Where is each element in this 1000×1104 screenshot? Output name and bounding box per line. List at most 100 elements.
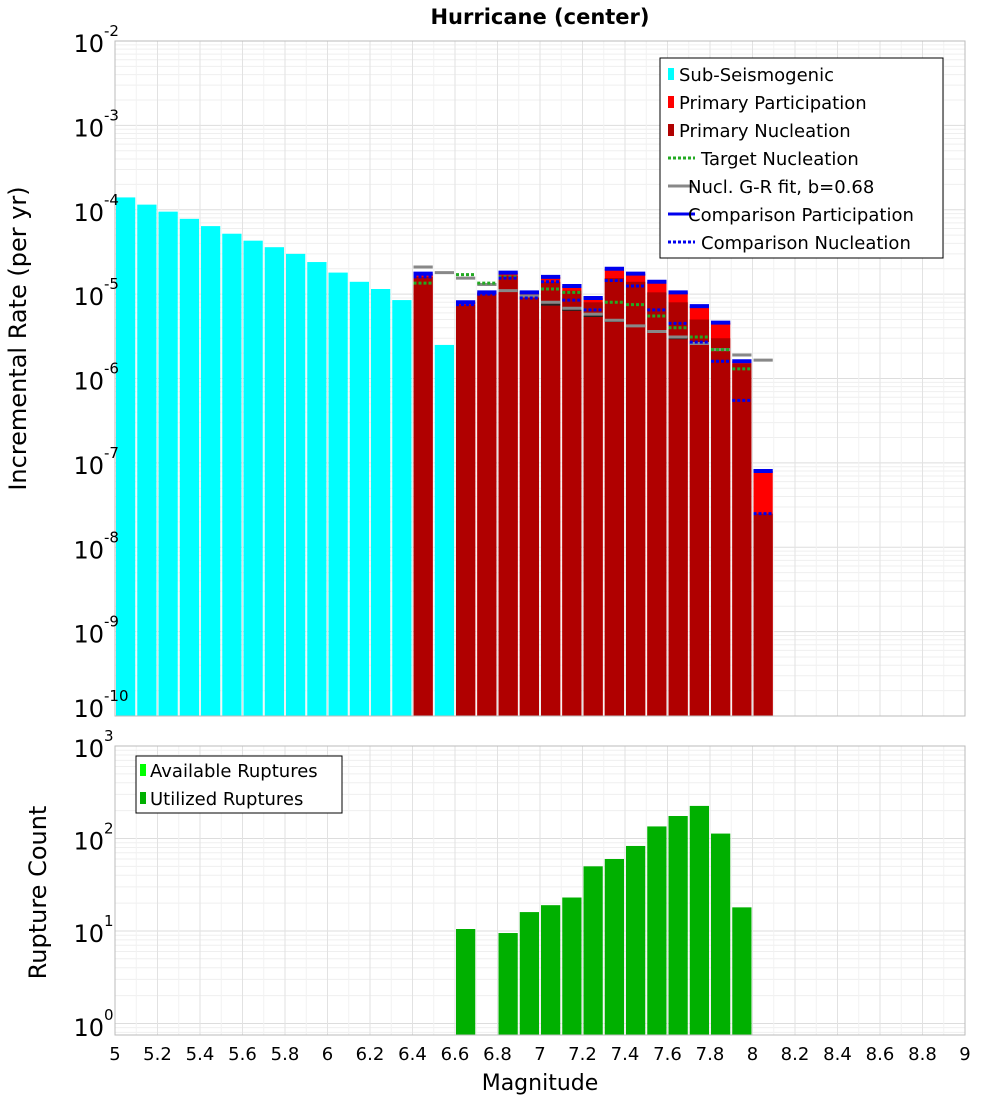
sub-seismogenic-bar [179,218,199,716]
rate-panel-y-tick-base: 10 [73,695,104,723]
utilized-ruptures-bar [519,912,539,1035]
utilized-ruptures-bar [456,929,476,1035]
x-tick-label: 8.4 [823,1044,852,1065]
utilized-ruptures-bar [647,826,667,1035]
x-tick-label: 7.2 [568,1044,597,1065]
rate-legend: Sub-Seismogenic Primary Participation Prim… [659,57,944,259]
legend-swatch-bar [668,68,674,80]
count-panel-y-tick-base: 10 [73,827,104,855]
rate-panel-y-tick-base: 10 [73,30,104,58]
rate-panel-y-tick-label: 10 -5 [73,275,119,311]
rate-panel-y-tick-label: 10 -8 [73,528,119,564]
rate-panel-y-tick-base: 10 [73,452,104,480]
utilized-ruptures-bar [626,845,646,1035]
sub-seismogenic-bar [243,240,263,717]
count-panel-y-tick-exponent: 2 [104,819,114,837]
primary-nucleation-bar [604,278,624,716]
x-tick-label: 7.6 [653,1044,682,1065]
sub-seismogenic-bar [307,262,327,716]
legend-label: Comparison Participation [688,205,914,226]
primary-nucleation-bar [562,290,582,716]
rate-panel-y-tick-base: 10 [73,283,104,311]
sub-seismogenic-bar [371,289,391,716]
rate-panel-y-tick-exponent: -5 [104,275,119,293]
x-tick-label: 5.6 [228,1044,257,1065]
rate-panel-y-tick-exponent: -6 [104,360,119,378]
x-tick-label: 8.8 [908,1044,937,1065]
x-axis-label: Magnitude [482,1071,599,1096]
primary-nucleation-bar [413,276,433,716]
legend-swatch-bar [140,764,146,776]
primary-nucleation-bar [647,292,667,716]
x-tick-label: 5.2 [143,1044,172,1065]
rate-panel-y-tick-label: 10 -3 [73,106,119,142]
rate-panel-y-label: Incremental Rate (per yr) [4,186,32,490]
rate-panel-border [114,40,966,717]
legend-label: Available Ruptures [150,761,318,782]
primary-nucleation-bar [541,281,561,716]
rate-panel-y-tick-exponent: -7 [104,444,119,462]
legend-label: Comparison Nucleation [701,233,911,254]
rate-panel-y-tick-base: 10 [73,536,104,564]
count-panel-y-tick-label: 10 2 [73,819,113,855]
primary-nucleation-bar [732,363,752,716]
x-tick-label: 9 [959,1044,970,1065]
x-tick-label: 6.6 [441,1044,470,1065]
count-panel-y-label: Rupture Count [24,806,52,980]
rate-panel-y-tick-base: 10 [73,368,104,396]
x-tick-label: 8.6 [866,1044,895,1065]
x-tick-label: 6 [322,1044,333,1065]
rate-panel-y-tick-exponent: -10 [104,687,129,705]
count-panel-border [114,745,966,1036]
primary-nucleation-bar [626,281,646,716]
sub-seismogenic-bar [222,233,242,716]
utilized-ruptures-bar [711,833,731,1035]
legend-swatch-bar [668,96,674,108]
x-tick-label: 6.2 [356,1044,385,1065]
rate-panel-y-tick-base: 10 [73,199,104,227]
primary-nucleation-bar [753,513,773,716]
rate-panel-y-tick-label: 10 -9 [73,613,119,649]
legend-label: Primary Nucleation [679,121,851,142]
primary-nucleation-bar [583,302,603,716]
count-legend-box [135,755,343,814]
rate-panel-y-tick-exponent: -8 [104,528,119,546]
rate-legend-box [659,57,944,259]
utilized-ruptures-bar [562,897,582,1035]
x-tick-label: 5.8 [271,1044,300,1065]
rate-panel-y-tick-base: 10 [73,114,104,142]
x-tick-label: 6.4 [398,1044,427,1065]
primary-nucleation-bar [456,304,476,716]
x-tick-label: 7.4 [611,1044,640,1065]
sub-seismogenic-bar [349,281,369,716]
primary-nucleation-bar [477,294,497,716]
sub-seismogenic-bar [286,253,306,716]
x-tick-label: 5.4 [186,1044,215,1065]
count-panel-y-tick-exponent: 3 [104,727,114,745]
utilized-ruptures-bar [668,816,688,1035]
x-tick-label: 7.8 [696,1044,725,1065]
sub-seismogenic-bar [137,204,157,717]
rate-panel-y-tick-exponent: -4 [104,191,119,209]
count-legend: Available Ruptures Utilized Ruptures [135,755,343,814]
utilized-ruptures-bar [604,858,624,1035]
count-panel-y-tick-exponent: 1 [104,912,114,930]
primary-nucleation-bar [498,275,518,716]
count-panel-y-tick-base: 10 [73,735,104,763]
legend-label: Target Nucleation [700,149,859,170]
rate-panel-y-tick-label: 10 -10 [73,687,128,723]
x-tick-label: 6.8 [483,1044,512,1065]
x-tick-label: 7 [534,1044,545,1065]
x-tick-label: 5 [109,1044,120,1065]
sub-seismogenic-bar [264,247,284,716]
sub-seismogenic-bar [434,344,454,716]
rate-panel-y-tick-label: 10 -6 [73,360,119,396]
sub-seismogenic-bar [392,300,412,716]
count-panel-y-tick-exponent: 0 [104,1006,114,1024]
x-tick-label: 8.2 [781,1044,810,1065]
count-panel-y-tick-base: 10 [73,920,104,948]
primary-nucleation-bar [519,296,539,716]
rate-panel-y-tick-exponent: -9 [104,613,119,631]
